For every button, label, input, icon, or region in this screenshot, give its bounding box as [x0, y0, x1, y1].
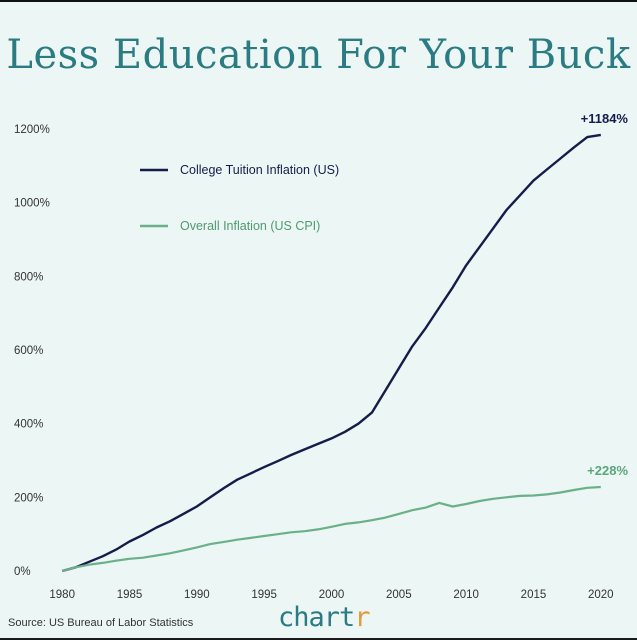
y-tick-label: 0% — [14, 566, 31, 578]
y-tick-label: 1200% — [14, 124, 50, 136]
x-tick-label: 2020 — [588, 589, 614, 601]
x-tick-label: 1995 — [251, 589, 277, 601]
x-tick-label: 1980 — [49, 589, 75, 601]
y-tick-label: 600% — [14, 345, 43, 357]
series-lines — [62, 135, 601, 571]
x-axis-ticks: 1980 1985 1990 1995 2000 2005 2010 2015 2020 — [49, 589, 613, 601]
x-tick-label: 2015 — [521, 589, 547, 601]
y-axis-ticks: 0% 200% 400% 600% 800% 1000% 1200% — [14, 124, 50, 578]
y-tick-label: 1000% — [14, 198, 50, 210]
brand-logo: chartr — [278, 602, 370, 633]
x-tick-label: 1985 — [117, 589, 143, 601]
y-tick-label: 800% — [14, 271, 43, 283]
x-tick-label: 2000 — [319, 589, 345, 601]
legend-label: College Tuition Inflation (US) — [180, 163, 339, 177]
legend: College Tuition Inflation (US) Overall In… — [140, 163, 339, 233]
y-tick-label: 400% — [14, 419, 43, 431]
series-line-tuition — [62, 135, 601, 571]
x-tick-label: 2010 — [453, 589, 479, 601]
x-tick-label: 1990 — [184, 589, 210, 601]
legend-label: Overall Inflation (US CPI) — [180, 219, 320, 233]
end-labels: +1184% +228% — [581, 111, 629, 478]
source-note: Source: US Bureau of Labor Statistics — [8, 617, 193, 629]
y-tick-label: 200% — [14, 492, 43, 504]
end-value-label: +228% — [587, 463, 628, 478]
x-tick-label: 2005 — [386, 589, 412, 601]
end-value-label: +1184% — [581, 111, 629, 126]
series-line-cpi — [62, 487, 601, 571]
